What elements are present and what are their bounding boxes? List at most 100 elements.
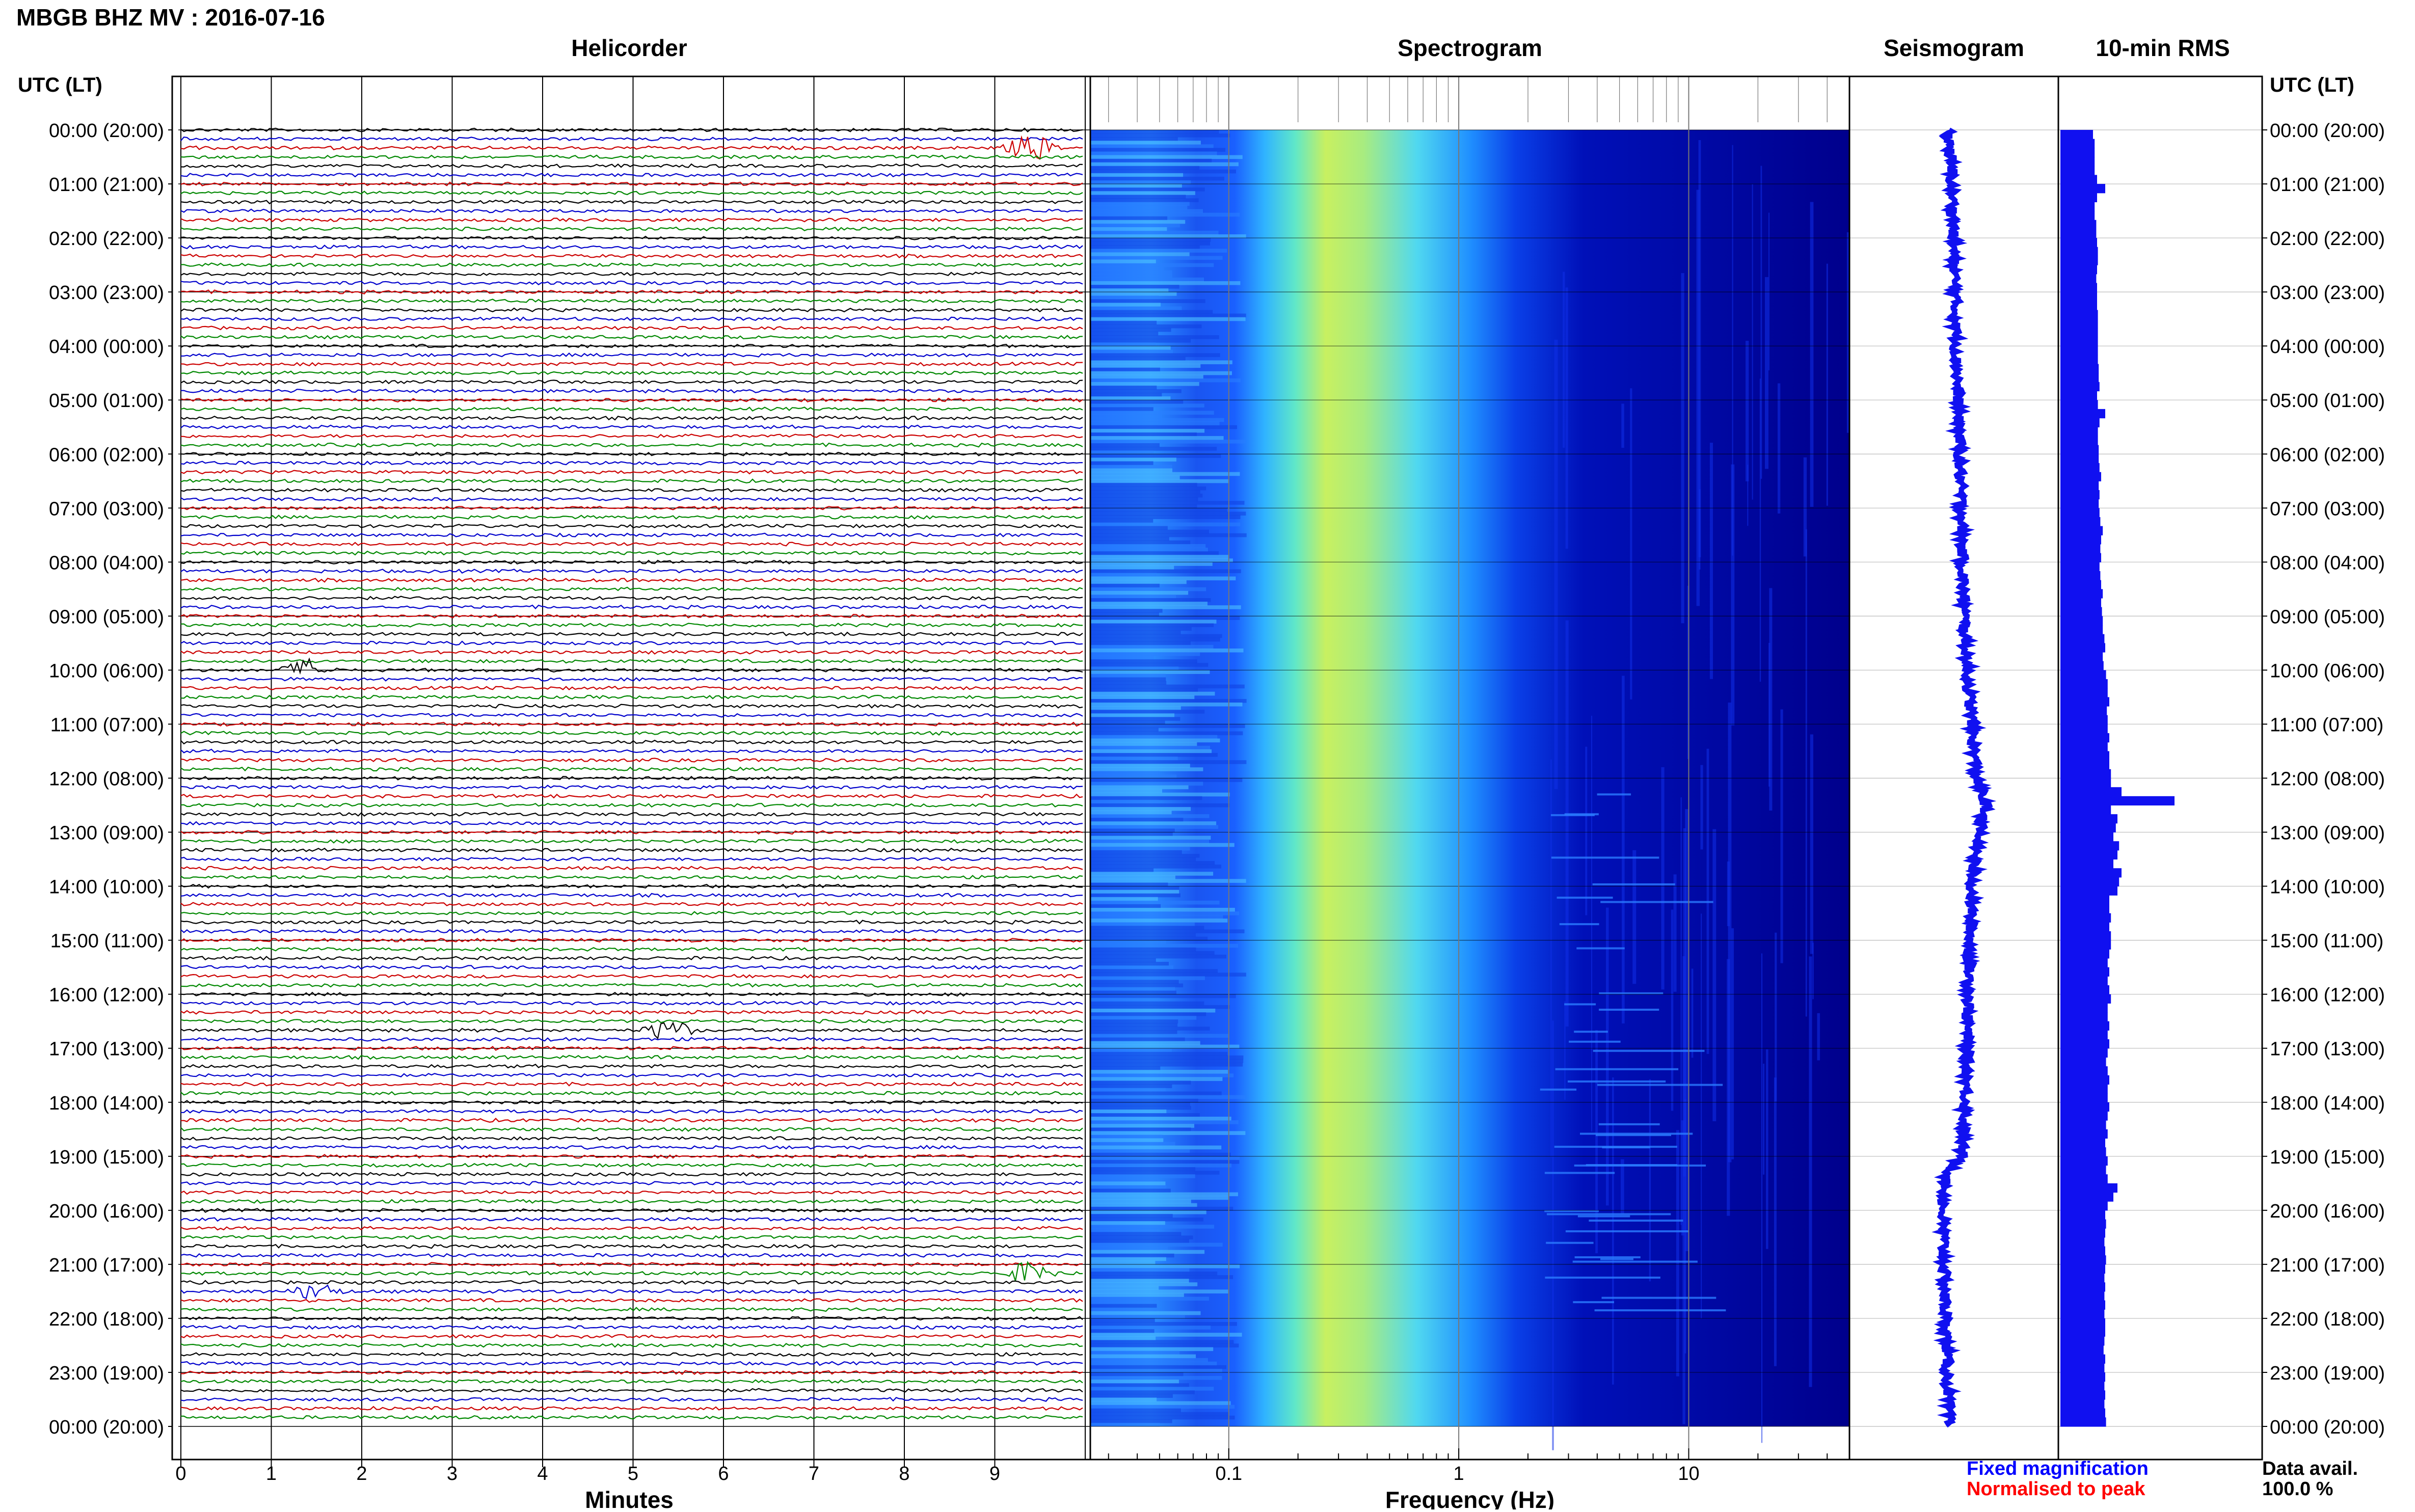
spectrogram-band: [1090, 1311, 1201, 1315]
spectrogram-burst: [1557, 897, 1613, 899]
spectrogram-band: [1090, 303, 1161, 307]
spectrogram-band: [1090, 1163, 1232, 1168]
rms-bar: [2060, 1075, 2109, 1085]
helicorder-trace: [180, 1415, 1083, 1420]
helicorder-trace: [180, 848, 1083, 853]
rms-bar: [2060, 562, 2100, 572]
helicorder-trace: [180, 343, 1083, 348]
spectrogram-band: [1090, 839, 1209, 844]
rms-bar: [2060, 949, 2109, 959]
spectrogram-band: [1090, 1055, 1244, 1060]
spectrogram-band: [1090, 828, 1175, 833]
spectrogram-band: [1090, 180, 1191, 184]
spectrogram-band: [1090, 997, 1160, 1002]
rms-bar: [2060, 1336, 2105, 1346]
spectrogram-band: [1090, 969, 1218, 973]
spectrogram-band: [1090, 141, 1201, 145]
spectrogram-streak: [1768, 212, 1770, 370]
spectrogram-band: [1090, 1246, 1168, 1251]
rms-bar: [2060, 850, 2117, 860]
right-time-header: UTC (LT): [2270, 74, 2354, 96]
spectrogram-band: [1090, 504, 1197, 508]
helicorder-trace: [180, 1037, 1083, 1042]
spectrogram-band: [1090, 1267, 1190, 1272]
spectrogram-streak: [1810, 202, 1814, 507]
helicorder-trace: [181, 1262, 1083, 1267]
spectrogram-band: [1090, 1167, 1196, 1171]
time-label-left: 09:00 (05:00): [49, 606, 164, 628]
time-label-right: 07:00 (03:00): [2270, 498, 2385, 520]
spectrogram-band: [1090, 1034, 1229, 1038]
helicorder-trace: [180, 1082, 1083, 1087]
time-label-left: 17:00 (13:00): [49, 1039, 164, 1060]
spectrogram-burst: [1554, 1146, 1677, 1148]
spectrogram-burst: [1540, 1088, 1577, 1091]
rms-bar: [2060, 1237, 2105, 1247]
spectrogram-band: [1090, 1063, 1243, 1067]
helicorder-trace: [180, 299, 1083, 304]
spectrogram-streak: [1630, 388, 1632, 699]
spectrogram-band: [1090, 1008, 1216, 1013]
spectrogram-band: [1090, 738, 1220, 743]
time-label-left: 16:00 (12:00): [49, 985, 164, 1006]
spectrogram-band: [1090, 832, 1173, 836]
rms-bar: [2060, 733, 2109, 743]
spectrogram-burst: [1596, 1134, 1671, 1137]
spectrogram-band: [1090, 1314, 1185, 1319]
helicorder-trace: [180, 640, 1083, 646]
spectrogram-band: [1090, 511, 1246, 516]
spectrogram-band: [1090, 1250, 1205, 1254]
rms-bar: [2060, 283, 2097, 292]
rms-bar: [2060, 1255, 2106, 1265]
spectrogram-streak: [1565, 620, 1569, 1027]
time-label-right: 08:00 (04:00): [2270, 552, 2385, 574]
spectrogram-band: [1090, 349, 1173, 354]
spectrogram-band: [1090, 681, 1167, 685]
helicorder-trace: [180, 1154, 1083, 1159]
minute-tick-label: 0: [175, 1463, 186, 1484]
rms-bar: [2060, 1309, 2105, 1319]
spectrogram-band: [1090, 1351, 1179, 1355]
spectrogram-band: [1090, 1210, 1206, 1214]
spectrogram-burst: [1572, 1260, 1698, 1263]
helicorder-trace: [180, 127, 1083, 133]
minutes-axis-label: Minutes: [585, 1487, 674, 1509]
spectrogram-streak: [1622, 676, 1625, 1023]
spectrogram-band: [1090, 940, 1166, 944]
spectrogram-band: [1090, 688, 1198, 692]
spectrogram-band: [1090, 353, 1220, 357]
spectrogram-streak: [1676, 1130, 1679, 1376]
spectrogram-band: [1090, 1199, 1191, 1204]
spectrogram-band: [1090, 663, 1209, 667]
spectrogram-band: [1090, 1124, 1194, 1128]
rms-bar: [2060, 409, 2105, 419]
helicorder-trace: [180, 740, 1083, 745]
time-label-right: 20:00 (16:00): [2270, 1201, 2385, 1222]
helicorder-trace: [180, 866, 1083, 871]
spectrogram-band: [1090, 1113, 1200, 1117]
spectrogram-band: [1090, 533, 1247, 537]
spectrogram-band: [1090, 378, 1241, 383]
rms-bar: [2060, 535, 2101, 545]
spectrogram-band: [1090, 644, 1214, 649]
spectrogram-band: [1090, 1279, 1189, 1283]
helicorder-trace: [180, 136, 1083, 142]
rms-bar: [2060, 1138, 2105, 1148]
spectrogram-band: [1090, 241, 1210, 246]
rms-bar: [2060, 589, 2103, 599]
rms-bar: [2060, 1066, 2108, 1076]
rms-bar: [2060, 1246, 2105, 1256]
spectrogram-band: [1090, 677, 1166, 682]
rms-bar: [2060, 499, 2099, 508]
spectrogram-band: [1090, 1422, 1160, 1427]
minute-tick-label: 7: [809, 1463, 819, 1484]
spectrogram-streak: [1606, 907, 1609, 1206]
helicorder-trace: [180, 613, 1083, 618]
helicorder-trace: [180, 307, 1083, 313]
rms-bar: [2060, 508, 2100, 518]
spectrogram-band: [1090, 425, 1237, 429]
spectrogram-band: [1090, 1228, 1158, 1232]
helicorder-trace: [180, 1217, 1083, 1222]
spectrogram-band: [1090, 1088, 1166, 1092]
helicorder-trace: [180, 677, 1083, 682]
